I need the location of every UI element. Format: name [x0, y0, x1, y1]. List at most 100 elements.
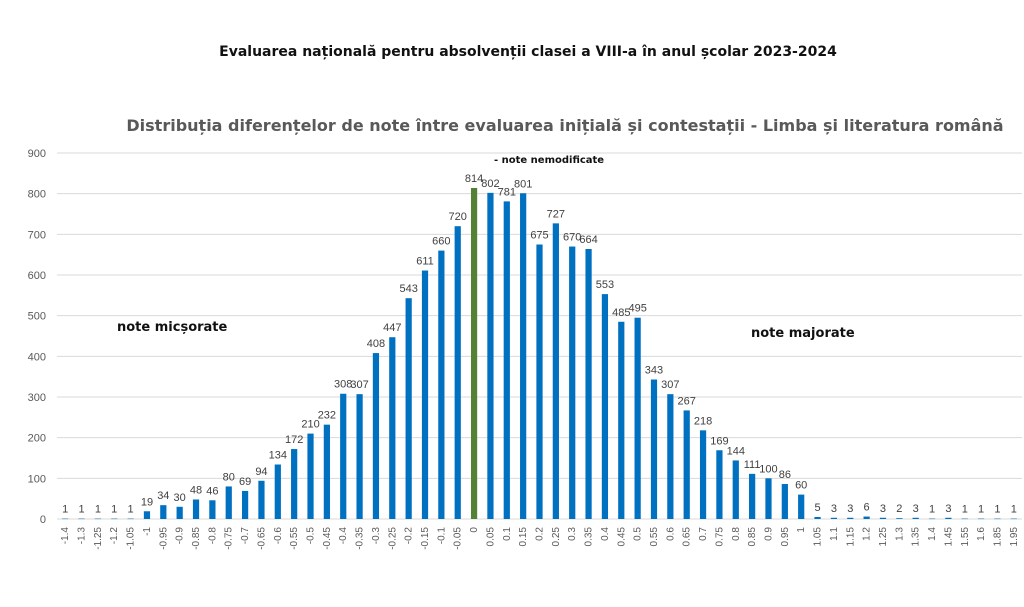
x-tick-label: 0.05 — [485, 527, 496, 547]
x-tick-label: 0.35 — [584, 527, 595, 547]
bar — [749, 473, 756, 519]
x-tick-label: -0.2 — [404, 527, 415, 545]
x-axis-ticks: -1.4 -1.3 -1.25 -1.2 -1.05 -1 -0.95 -0.9 -0.85 -0… — [60, 527, 1020, 550]
annotation-note-majorate: note majorate — [751, 326, 855, 341]
bar — [945, 517, 952, 519]
bar — [536, 244, 543, 519]
bar — [667, 394, 674, 519]
data-label: 46 — [206, 485, 218, 497]
bar — [487, 192, 494, 519]
bar — [994, 518, 1001, 520]
x-tick-label: -0.7 — [240, 527, 251, 545]
x-tick-label: -0.15 — [420, 527, 431, 550]
bar — [372, 353, 380, 519]
data-label: 781 — [498, 186, 516, 198]
data-label: 543 — [399, 283, 417, 295]
data-label: 1 — [128, 504, 134, 516]
bar — [978, 518, 985, 520]
data-label: 218 — [694, 415, 712, 427]
data-label: 1 — [994, 504, 1000, 516]
bar — [78, 518, 85, 520]
data-label: 307 — [661, 379, 679, 391]
bar — [274, 464, 281, 519]
data-label: 447 — [383, 322, 401, 334]
bar — [94, 518, 101, 520]
x-tick-label: -1.4 — [60, 527, 71, 545]
data-label: 495 — [628, 303, 646, 315]
data-label: 3 — [913, 503, 919, 515]
x-tick-label: -0.95 — [158, 527, 169, 550]
x-tick-label: 0 — [469, 527, 480, 533]
x-tick-label: -0.55 — [289, 527, 300, 550]
data-label: 485 — [612, 307, 630, 319]
bar — [1010, 518, 1017, 520]
data-label: 3 — [831, 503, 837, 515]
data-label: 144 — [727, 445, 745, 457]
data-label: 720 — [449, 211, 467, 223]
data-label: 1 — [95, 504, 101, 516]
y-tick-label: 600 — [28, 270, 46, 282]
data-label: 6 — [864, 502, 870, 514]
y-tick-label: 200 — [28, 433, 46, 445]
bar — [258, 480, 265, 519]
data-label: 80 — [223, 471, 235, 483]
data-label: 308 — [334, 379, 352, 391]
x-tick-label: 1.05 — [813, 527, 824, 547]
data-label: 5 — [814, 502, 820, 514]
bar — [307, 433, 314, 519]
data-label: 307 — [350, 379, 368, 391]
x-tick-label: -1 — [142, 527, 153, 536]
bar — [356, 394, 363, 519]
x-tick-label: 0.45 — [616, 527, 627, 547]
x-tick-label: -0.3 — [371, 527, 382, 545]
data-label: 169 — [710, 435, 728, 447]
bar — [798, 494, 805, 519]
bar — [765, 478, 772, 519]
x-tick-label: 1.85 — [992, 527, 1003, 547]
bar — [552, 223, 559, 519]
bar — [732, 460, 739, 519]
x-tick-label: -0.65 — [256, 527, 267, 550]
x-tick-label: 1.45 — [943, 527, 954, 547]
bar — [650, 379, 658, 519]
x-tick-label: -0.5 — [306, 527, 317, 545]
data-label: 814 — [465, 173, 483, 185]
x-tick-label: -0.05 — [453, 527, 464, 550]
bar — [340, 393, 347, 519]
bar — [503, 201, 510, 520]
data-label: 664 — [579, 234, 597, 246]
y-tick-label: 800 — [28, 189, 46, 201]
bar — [716, 450, 723, 519]
data-label: 1 — [962, 504, 968, 516]
chart-title: Distribuția diferențelor de note între e… — [126, 116, 1004, 135]
bar — [241, 490, 249, 519]
bar — [225, 486, 232, 519]
data-label: 100 — [759, 463, 777, 475]
data-label: 801 — [514, 178, 532, 190]
data-label: 232 — [318, 410, 336, 422]
bar — [634, 317, 641, 519]
x-tick-label: 0.4 — [600, 527, 611, 541]
x-tick-label: 1.15 — [845, 527, 856, 547]
x-tick-label: 0.6 — [665, 527, 676, 541]
x-tick-label: 1.95 — [1009, 527, 1020, 547]
x-tick-label: 0.25 — [551, 527, 562, 547]
y-tick-label: 300 — [28, 392, 46, 404]
bar — [421, 270, 429, 519]
bar — [879, 517, 887, 519]
bar — [323, 424, 330, 519]
y-tick-label: 0 — [40, 514, 46, 526]
bar — [699, 430, 707, 519]
x-tick-label: 1.35 — [911, 527, 922, 547]
bar — [781, 484, 788, 519]
x-tick-label: 0.9 — [763, 527, 774, 541]
data-label: 553 — [596, 279, 614, 291]
bar — [438, 250, 445, 519]
x-tick-label: -0.75 — [224, 527, 235, 550]
bar — [291, 449, 298, 519]
data-label: 86 — [779, 469, 791, 481]
x-tick-label: 1.4 — [927, 527, 938, 541]
x-tick-label: 1.55 — [960, 527, 971, 547]
